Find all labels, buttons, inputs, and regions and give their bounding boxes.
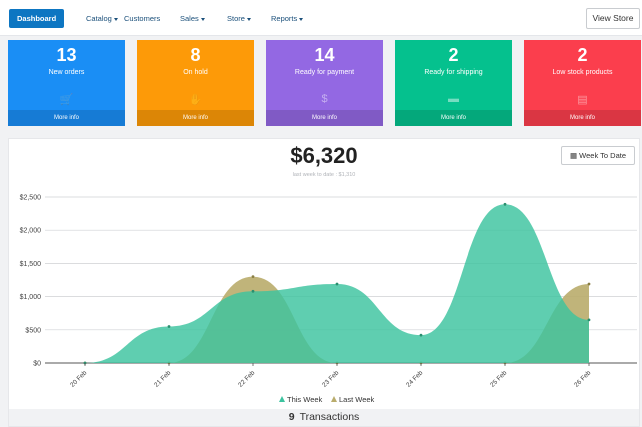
stat-label: On hold [183,69,208,76]
legend-label: Last Week [339,395,375,404]
more-info-link[interactable]: More info [395,110,512,126]
nav-store[interactable]: Store [227,9,251,28]
data-point [587,282,591,286]
stat-count: 14 [314,45,335,65]
more-info-link[interactable]: More info [524,110,641,126]
nav-catalog[interactable]: Catalog [86,9,118,28]
more-info-link[interactable]: More info [137,110,254,126]
chevron-down-icon [113,17,118,21]
more-info-link[interactable]: More info [266,110,383,126]
legend-label: This Week [287,395,323,404]
y-tick-label: $0 [33,361,41,368]
y-tick-label: $2,000 [20,228,42,235]
week-total-amount: $6,320 [290,143,358,168]
x-tick-label: 20 Feb [69,369,89,389]
stat-label: Ready for shipping [424,69,483,76]
nav-reports[interactable]: Reports [271,9,304,28]
stat-label: New orders [48,69,85,76]
dollar-icon: $ [321,93,328,105]
hand-icon: ✋ [188,94,203,106]
chevron-down-icon [200,17,205,21]
x-tick-label: 24 Feb [405,369,425,389]
sales-summary-panel: $6,320 last week to date : $1,310 ▦ Week… [8,138,640,427]
stat-tile: 13 New orders 🛒 More info [8,40,125,126]
nav-sales[interactable]: Sales [180,9,205,28]
data-point [251,289,255,293]
chevron-down-icon [246,17,251,21]
data-point [503,202,507,206]
calendar-icon: ▦ [569,151,578,160]
data-point [335,282,339,286]
x-tick-label: 26 Feb [573,369,593,389]
nav-customers[interactable]: Customers [124,14,161,23]
last-week-subtitle: last week to date : $1,310 [292,172,356,178]
x-tick-label: 22 Feb [237,369,257,389]
stat-label: Low stock products [552,69,613,76]
data-point [251,275,255,279]
more-info-link[interactable]: More info [8,110,125,126]
transactions-count: 9 [288,411,295,423]
y-tick-label: $500 [25,327,41,334]
transactions-footer: 9 Transactions [9,409,639,426]
y-tick-label: $1,000 [20,294,42,301]
stat-count: 2 [448,45,459,65]
legend-marker [279,396,285,402]
nav-dashboard[interactable]: Dashboard [9,9,65,28]
x-tick-label: 21 Feb [153,369,173,389]
chevron-down-icon [299,17,304,21]
week-to-date-label: Week To Date [579,151,627,160]
stat-tile: 8 On hold ✋ More info [137,40,254,126]
x-tick-label: 25 Feb [489,369,509,389]
data-point [587,318,591,322]
top-navigation-bar: Dashboard Catalog Customers Sales Store … [0,0,642,36]
x-tick-label: 23 Feb [321,369,341,389]
sales-area-chart: $0 $500 $1,000 $1,500 $2,000 $2,500 20 Feb 21 F… [20,195,637,404]
cart-icon: 🛒 [59,94,74,106]
stat-count: 13 [56,45,77,65]
transactions-label: Transactions [299,411,360,423]
view-store-button[interactable]: View Store [586,8,640,29]
nav-reports-label: Reports [271,14,298,23]
truck-icon: ▬ [448,93,459,105]
stat-count: 8 [190,45,201,65]
area-this-week [85,204,589,363]
stat-count: 2 [577,45,588,65]
stat-tile: 2 Ready for shipping ▬ More info [395,40,512,126]
stat-tile: 2 Low stock products ▤ More info [524,40,641,126]
data-point [167,325,171,328]
chart-icon: ▤ [577,94,588,106]
nav-catalog-label: Catalog [86,14,112,23]
nav-sales-label: Sales [180,14,199,23]
stat-tile: 14 Ready for payment $ More info [266,40,383,126]
stat-label: Ready for payment [294,69,355,76]
week-to-date-button[interactable]: ▦ Week To Date [561,146,635,165]
legend-marker [331,396,337,402]
y-tick-label: $2,500 [20,195,42,202]
data-point [419,333,423,337]
nav-store-label: Store [227,14,245,23]
y-tick-label: $1,500 [20,261,42,268]
